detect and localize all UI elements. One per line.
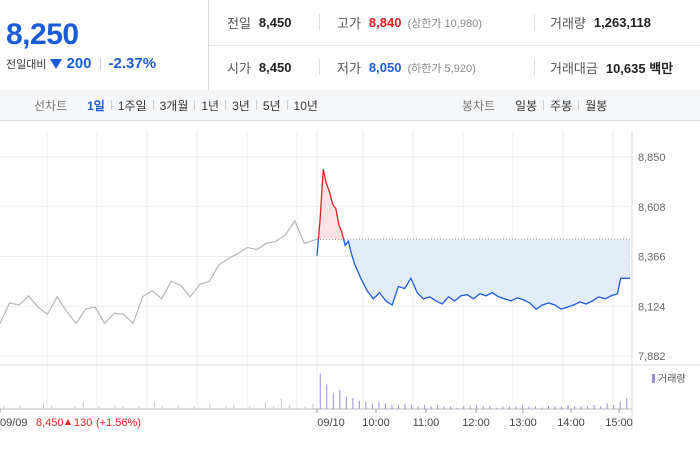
candle-chart-tabs: 봉차트 일봉 주봉 월봉 xyxy=(462,97,613,114)
trade-value-label: 거래대금 xyxy=(550,61,598,76)
divider xyxy=(209,45,700,46)
tab-daily[interactable]: 일봉 xyxy=(515,98,538,113)
tab-1d[interactable]: 1일 xyxy=(87,98,105,113)
volume: 거래량 1,263,118 xyxy=(550,0,651,45)
tab-3m[interactable]: 3개월 xyxy=(159,98,189,113)
area-below-prev-close xyxy=(317,239,630,310)
intraday-chart: 8,850 8,608 8,366 8,124 7,882 거래량 09/09 09/10 10… xyxy=(0,131,700,429)
current-price: 8,250 xyxy=(6,18,79,51)
x-tick-label: 14:00 xyxy=(557,417,585,429)
x-tick-label: 12:00 xyxy=(462,417,490,429)
divider xyxy=(194,100,196,110)
line-chart-title: 선차트 xyxy=(34,98,68,113)
prev-close-value: 8,450 xyxy=(258,15,292,30)
price-chart: 8,850 8,608 8,366 8,124 7,882 거래량 09/09 09/10 10… xyxy=(0,121,700,450)
y-tick-label: 8,366 xyxy=(638,252,666,264)
divider xyxy=(578,100,580,110)
y-tick-label: 8,850 xyxy=(638,152,666,164)
change-value: 200 xyxy=(66,55,92,72)
high-value: 8,840 xyxy=(368,15,402,30)
divider xyxy=(534,59,535,75)
tab-1y[interactable]: 1년 xyxy=(201,98,220,113)
prev-day-line xyxy=(0,219,318,325)
low-label: 저가 xyxy=(337,61,361,76)
candle-chart-title: 봉차트 xyxy=(461,98,496,113)
tab-weekly[interactable]: 주봉 xyxy=(550,98,573,113)
tab-3y[interactable]: 3년 xyxy=(232,98,250,113)
low: 저가 8,050 (하한가 5,920) xyxy=(337,45,476,90)
up-triangle-icon xyxy=(65,419,71,425)
volume-legend-label: 거래량 xyxy=(658,373,686,385)
today-line-down xyxy=(316,239,630,310)
quote-header: 8,250 전일대비 200 -2.37% 전일 8,450 고가 8,840 … xyxy=(0,0,700,91)
divider xyxy=(534,14,535,30)
y-tick-label: 8,124 xyxy=(638,301,666,313)
prev-close-label: 전일 xyxy=(227,16,251,31)
high-label: 고가 xyxy=(337,16,361,31)
open-label: 시가 xyxy=(227,61,251,76)
prev-day-change-pct: (+1.56%) xyxy=(96,417,141,429)
divider xyxy=(225,100,227,110)
low-value: 8,050 xyxy=(368,60,402,75)
tab-1w[interactable]: 1주일 xyxy=(117,98,147,113)
x-tick-label: 15:00 xyxy=(605,417,633,429)
upper-limit: (상한가 10,980) xyxy=(407,17,482,30)
change-row: 전일대비 200 -2.37% xyxy=(6,55,156,72)
high: 고가 8,840 (상한가 10,980) xyxy=(337,0,482,45)
divider xyxy=(543,100,545,110)
prev-day-change: 130 xyxy=(74,417,92,429)
tab-10y[interactable]: 10년 xyxy=(293,98,318,113)
x-tick-label: 09/09 xyxy=(0,417,28,429)
divider xyxy=(286,100,288,110)
prev-close: 전일 8,450 xyxy=(227,0,291,45)
divider xyxy=(110,100,112,110)
divider xyxy=(255,100,257,110)
down-triangle-icon xyxy=(50,58,63,69)
lower-limit: (하한가 5,920) xyxy=(407,62,476,75)
volume-label: 거래량 xyxy=(550,16,586,31)
line-chart-tabs: 선차트 1일 1주일 3개월 1년 3년 5년 10년 xyxy=(34,97,324,114)
chart-period-tabs: 선차트 1일 1주일 3개월 1년 3년 5년 10년 봉차트 일봉 주봉 월봉 xyxy=(0,90,700,121)
quote-details: 전일 8,450 고가 8,840 (상한가 10,980) 거래량 1,263… xyxy=(209,0,700,90)
y-tick-label: 8,608 xyxy=(638,202,666,214)
volume-legend-swatch xyxy=(652,374,655,383)
x-tick-label: 11:00 xyxy=(413,417,440,429)
trade-value-value: 10,635 백만 xyxy=(605,61,674,76)
divider xyxy=(319,14,320,30)
divider xyxy=(319,59,320,75)
tab-monthly[interactable]: 월봉 xyxy=(585,98,608,113)
divider xyxy=(152,100,154,110)
change-percent: -2.37% xyxy=(108,55,157,72)
quote-summary: 8,250 전일대비 200 -2.37% xyxy=(0,0,209,90)
x-tick-label: 10:00 xyxy=(362,417,390,429)
volume-value: 1,263,118 xyxy=(593,15,652,30)
change-label: 전일대비 xyxy=(6,58,47,71)
open-value: 8,450 xyxy=(258,60,292,75)
y-tick-label: 7,882 xyxy=(638,351,666,363)
open: 시가 8,450 xyxy=(227,45,291,90)
x-tick-label: 09/10 xyxy=(317,417,345,429)
prev-day-close: 8,450 xyxy=(36,417,64,429)
x-tick-label: 13:00 xyxy=(509,417,537,429)
trade-value: 거래대금 10,635 백만 xyxy=(550,45,673,90)
divider xyxy=(99,57,101,70)
tab-5y[interactable]: 5년 xyxy=(262,98,281,113)
